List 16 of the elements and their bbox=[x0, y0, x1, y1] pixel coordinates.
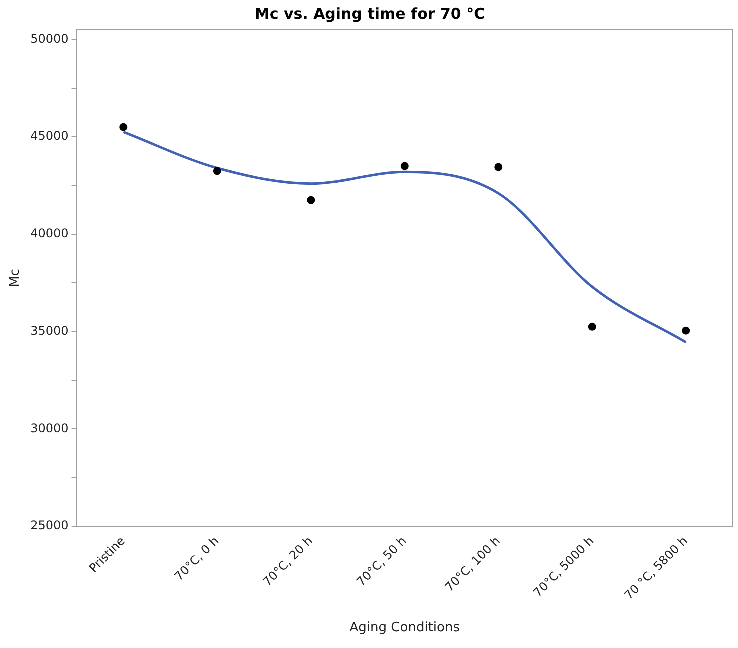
point bbox=[120, 123, 128, 132]
point bbox=[494, 163, 503, 172]
point bbox=[588, 322, 596, 331]
chart-title: Mc vs. Aging time for 70 °C bbox=[254, 4, 486, 23]
y-tick-label: 25000 bbox=[30, 518, 69, 533]
point bbox=[682, 326, 690, 335]
x-axis-title: Aging Conditions bbox=[350, 620, 460, 636]
y-tick-label: 30000 bbox=[30, 421, 69, 436]
point bbox=[307, 196, 316, 204]
y-tick-label: 35000 bbox=[30, 324, 69, 338]
y-tick-label: 40000 bbox=[30, 226, 69, 241]
point bbox=[213, 167, 222, 176]
y-tick-label: 50000 bbox=[30, 32, 69, 46]
y-axis-title: Mc bbox=[8, 269, 24, 288]
point bbox=[400, 162, 409, 170]
y-tick-label: 45000 bbox=[30, 129, 69, 144]
